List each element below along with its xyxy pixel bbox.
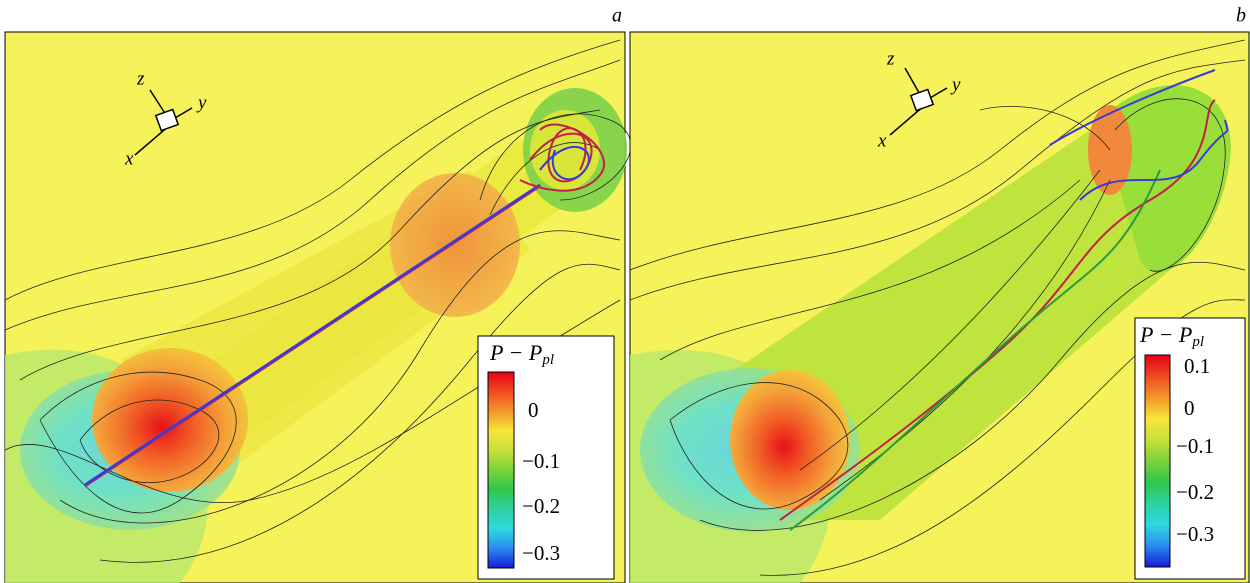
panel-label: a <box>612 5 622 27</box>
pressure-region <box>730 370 850 510</box>
panel-b: x y z b P − Ppl 0.1 0 −0.1 −0.2 −0.3 <box>630 5 1249 583</box>
axis-label: x <box>877 130 887 151</box>
axis-label: x <box>124 148 134 169</box>
colorbar-label: −0.2 <box>1176 480 1214 504</box>
text-part: pl <box>1191 334 1204 350</box>
text-part: P − P <box>1139 322 1192 347</box>
axis-label: y <box>950 74 961 95</box>
colorbar-label: −0.1 <box>522 449 560 473</box>
panel-label: b <box>1236 5 1246 27</box>
axis-label: z <box>136 68 145 89</box>
colorbar-label: −0.3 <box>1176 522 1214 546</box>
colorbar <box>1145 355 1170 567</box>
pressure-region <box>92 348 248 492</box>
text-part: P − P <box>489 340 542 365</box>
colorbar-label: 0 <box>1184 396 1195 420</box>
colorbar-label: −0.1 <box>1176 434 1214 458</box>
figure: x y z a P − Ppl 0 −0.1 −0.2 −0.3 <box>0 0 1250 583</box>
colorbar-label: 0.1 <box>1184 354 1210 378</box>
axis-label: y <box>196 92 207 113</box>
colorbar-label: −0.2 <box>522 494 560 518</box>
colorbar <box>488 372 514 568</box>
axis-label: z <box>886 48 895 69</box>
colorbar-label: 0 <box>528 398 539 422</box>
panel-a: x y z a P − Ppl 0 −0.1 −0.2 −0.3 <box>5 5 631 583</box>
colorbar-label: −0.3 <box>522 541 560 565</box>
text-part: pl <box>541 352 554 368</box>
